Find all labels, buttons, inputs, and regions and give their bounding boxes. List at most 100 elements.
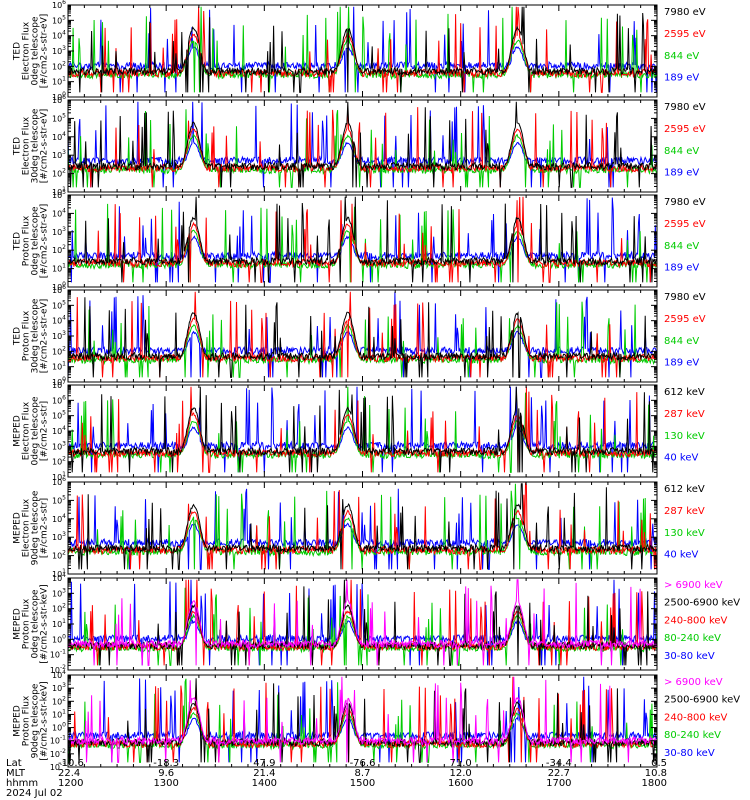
x-tick-label: 21.4 <box>253 768 275 779</box>
y-axis-label-line: [#/cm2-s-str-keV] <box>40 681 50 760</box>
y-tick-label: 10-3 <box>50 761 66 772</box>
series-line-panel7-30-80-kev <box>67 579 658 666</box>
x-tick-label: -10.6 <box>58 758 84 769</box>
legend-entry: 7980 eV <box>664 7 706 18</box>
legend-entry: 189 eV <box>664 358 699 369</box>
y-axis-label-line: [#/cm2-s-str] <box>40 498 50 558</box>
legend-entry: 2595 eV <box>664 29 706 40</box>
y-tick-label: 101 <box>52 708 66 719</box>
panel-frame <box>67 289 658 383</box>
x-tick-label: 71.0 <box>450 758 472 769</box>
series-line-panel2-189-ev <box>67 101 658 188</box>
series-line-panel4-844-ev <box>67 301 658 378</box>
y-axis-label: MEPEDProton Flux90deg telescope[#/cm2-s-… <box>13 681 50 760</box>
y-axis-label: MEPEDElectron Flux90deg telescope[#/cm2-… <box>13 490 50 565</box>
y-tick-label: 103 <box>52 45 66 56</box>
y-tick-label: 103 <box>52 149 66 160</box>
y-tick-label: 105 <box>52 112 66 123</box>
y-axis-label-line: Electron Flux <box>22 116 32 175</box>
legend-entry: 287 keV <box>664 506 705 517</box>
series-line-panel3-7980-ev <box>67 196 658 283</box>
x-tick-label: 10.8 <box>645 768 667 779</box>
legend-entry: 130 keV <box>664 528 705 539</box>
y-axis-label-line: Proton Flux <box>22 215 32 266</box>
legend-entry: 7980 eV <box>664 102 706 113</box>
y-axis-label-line: [#/cm2-s-str-eV] <box>40 14 50 89</box>
series-line-panel7--6900-kev <box>67 579 658 666</box>
y-tick-label: 100 <box>52 722 66 733</box>
legend-entry: 2595 eV <box>664 219 706 230</box>
x-tick-label: 1300 <box>153 778 178 789</box>
chart-panels: 100 101 102 103 104 105 106 TED Electron Flux 0de… <box>13 0 741 772</box>
y-tick-label: 107 <box>52 379 66 390</box>
series-line-panel2-2595-ev <box>67 107 658 188</box>
x-axis-row-label: Lat <box>6 758 22 769</box>
y-tick-label: 102 <box>52 456 66 467</box>
y-tick-label: 10-1 <box>50 649 66 660</box>
legend-entry: 287 keV <box>664 409 705 420</box>
legend-entry: 240-800 keV <box>664 615 728 626</box>
legend-entry: 130 keV <box>664 431 705 442</box>
series-line-panel8-240-800-kev <box>67 676 658 763</box>
y-axis-label-line: MEPED <box>13 512 23 544</box>
panel-frame <box>67 384 658 478</box>
y-tick-label: 10-2 <box>50 748 66 759</box>
y-axis-label: MEPEDElectron Flux0deg telescope[#/cm2-s… <box>13 396 50 466</box>
y-tick-label: 104 <box>52 207 66 218</box>
legend-entry: > 6900 keV <box>664 580 723 591</box>
legend-entry: 189 eV <box>664 263 699 274</box>
series-line-panel5-130-kev <box>67 386 658 473</box>
series-line-panel7-80-240-kev <box>67 587 658 666</box>
panel-frame <box>67 99 658 193</box>
series-line-panel4-189-ev <box>67 291 658 378</box>
legend-entry: 2500-6900 keV <box>664 695 740 706</box>
y-tick-label: 104 <box>52 425 66 436</box>
legend-entry: 7980 eV <box>664 197 706 208</box>
y-tick-label: 101 <box>52 618 66 629</box>
y-axis-label-line: 0deg telescope <box>31 396 41 466</box>
x-tick-label: 22.7 <box>548 768 570 779</box>
x-tick-label: -18.3 <box>153 758 179 769</box>
y-tick-label: 103 <box>52 531 66 542</box>
y-axis-label: TEDProton Flux0deg telescope[#/cm2-s-str… <box>13 204 50 279</box>
y-tick-label: 105 <box>52 410 66 421</box>
legend-entry: 40 keV <box>664 550 698 561</box>
legend-entry: 844 eV <box>664 146 699 157</box>
y-tick-label: 103 <box>52 226 66 237</box>
y-axis-label: TEDProton Flux30deg telescope[#/cm2-s-st… <box>13 298 50 373</box>
y-tick-label: 105 <box>52 189 66 200</box>
y-axis-label-line: 0deg telescope <box>31 16 41 86</box>
x-tick-label: 9.6 <box>158 768 174 779</box>
y-axis-label-line: TED <box>13 232 23 251</box>
x-tick-label: 1800 <box>642 778 667 789</box>
y-axis-label-line: 90deg telescope <box>31 683 41 758</box>
x-tick-label: 1400 <box>252 778 277 789</box>
y-tick-label: 102 <box>52 550 66 561</box>
series-line-panel4-2595-ev <box>67 291 658 378</box>
series-line-panel5-612-kev <box>67 386 658 473</box>
legend-entry: 7980 eV <box>664 292 706 303</box>
x-tick-label: 1700 <box>546 778 571 789</box>
y-axis-label-line: Electron Flux <box>22 498 32 557</box>
y-axis-label-line: [#/cm2-s-str] <box>40 401 50 461</box>
legend-entry: 612 keV <box>664 484 705 495</box>
legend-entry: 844 eV <box>664 336 699 347</box>
series-line-panel2-7980-ev <box>67 101 658 188</box>
y-tick-label: 106 <box>52 94 66 105</box>
legend-entry: 844 eV <box>664 241 699 252</box>
y-tick-label: 102 <box>52 345 66 356</box>
y-axis-label-line: Proton Flux <box>22 695 32 746</box>
legend-entry: 189 eV <box>664 168 699 179</box>
legend-entry: 30-80 keV <box>664 748 715 759</box>
y-axis-label-line: 30deg telescope <box>31 108 41 183</box>
x-axis-row-label: hhmm <box>6 778 38 789</box>
y-axis-label-line: 0deg telescope <box>31 206 41 276</box>
y-tick-label: 101 <box>52 186 66 197</box>
y-axis-label-line: TED <box>13 42 23 61</box>
series-line-panel8--6900-kev <box>67 676 658 763</box>
